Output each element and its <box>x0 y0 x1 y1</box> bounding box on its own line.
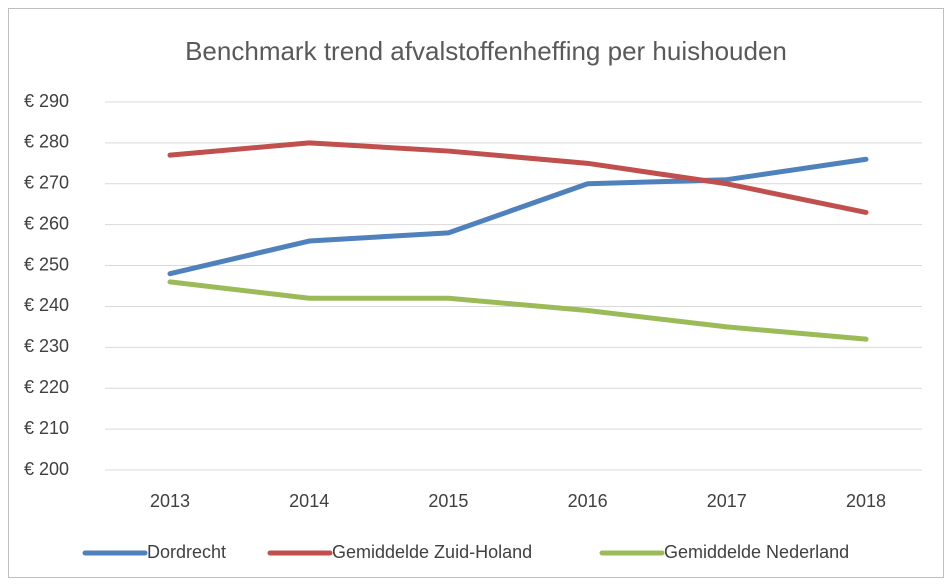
y-tick-label: € 220 <box>24 377 69 397</box>
y-tick-label: € 280 <box>24 132 69 152</box>
y-tick-label: € 230 <box>24 336 69 356</box>
y-tick-label: € 270 <box>24 173 69 193</box>
y-tick-label: € 290 <box>24 91 69 111</box>
x-tick-label: 2017 <box>707 491 747 511</box>
legend-label: Dordrecht <box>147 542 226 562</box>
y-tick-label: € 260 <box>24 213 69 233</box>
x-tick-label: 2015 <box>428 491 468 511</box>
legend-label: Gemiddelde Zuid-Holand <box>332 542 532 562</box>
y-tick-label: € 200 <box>24 459 69 479</box>
legend-label: Gemiddelde Nederland <box>664 542 849 562</box>
y-tick-label: € 240 <box>24 295 69 315</box>
y-tick-label: € 250 <box>24 254 69 274</box>
x-tick-label: 2013 <box>150 491 190 511</box>
chart-border <box>8 8 944 578</box>
x-tick-label: 2014 <box>289 491 329 511</box>
y-tick-label: € 210 <box>24 418 69 438</box>
x-tick-label: 2018 <box>846 491 886 511</box>
series-line <box>167 156 869 277</box>
chart-title: Benchmark trend afvalstoffenheffing per … <box>185 36 787 66</box>
series-line <box>167 140 869 215</box>
series-line <box>167 279 869 342</box>
x-tick-label: 2016 <box>568 491 608 511</box>
